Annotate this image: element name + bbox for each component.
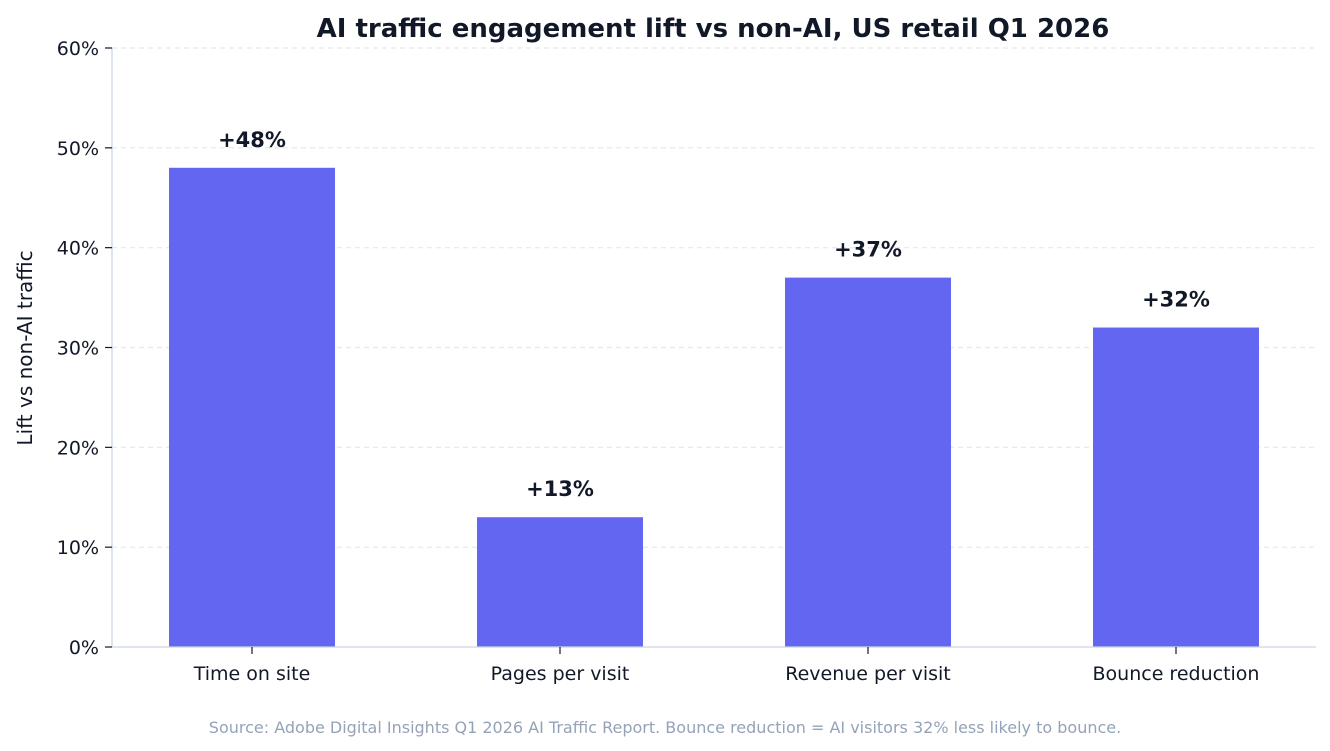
x-tick-label: Time on site [193,663,311,685]
bar [169,167,335,648]
y-ticks: 0% 10% 20% 30% 40% 50% 60% [57,38,112,659]
y-tick-label: 30% [57,338,99,360]
bar [785,277,951,647]
bar [477,517,643,647]
chart-title: AI traffic engagement lift vs non-AI, US… [317,14,1110,44]
x-ticks: Time on site Pages per visit Revenue per v… [193,647,1260,685]
data-labels: +48% +13% +37% +32% [218,128,1210,501]
x-tick-label: Bounce reduction [1093,663,1260,685]
data-label: +37% [834,238,902,262]
y-tick-label: 60% [57,38,99,60]
y-tick-label: 20% [57,437,99,459]
y-tick-label: 0% [69,637,99,659]
data-label: +32% [1142,288,1210,312]
x-tick-label: Revenue per visit [785,663,951,685]
y-axis-label: Lift vs non-AI traffic [13,250,37,445]
bars [169,167,1259,648]
y-tick-label: 10% [57,537,99,559]
data-label: +13% [526,477,594,501]
y-tick-label: 40% [57,238,99,260]
source-note: Source: Adobe Digital Insights Q1 2026 A… [209,718,1121,737]
bar [1093,327,1259,647]
x-tick-label: Pages per visit [491,663,630,685]
data-label: +48% [218,128,286,152]
y-tick-label: 50% [57,138,99,160]
